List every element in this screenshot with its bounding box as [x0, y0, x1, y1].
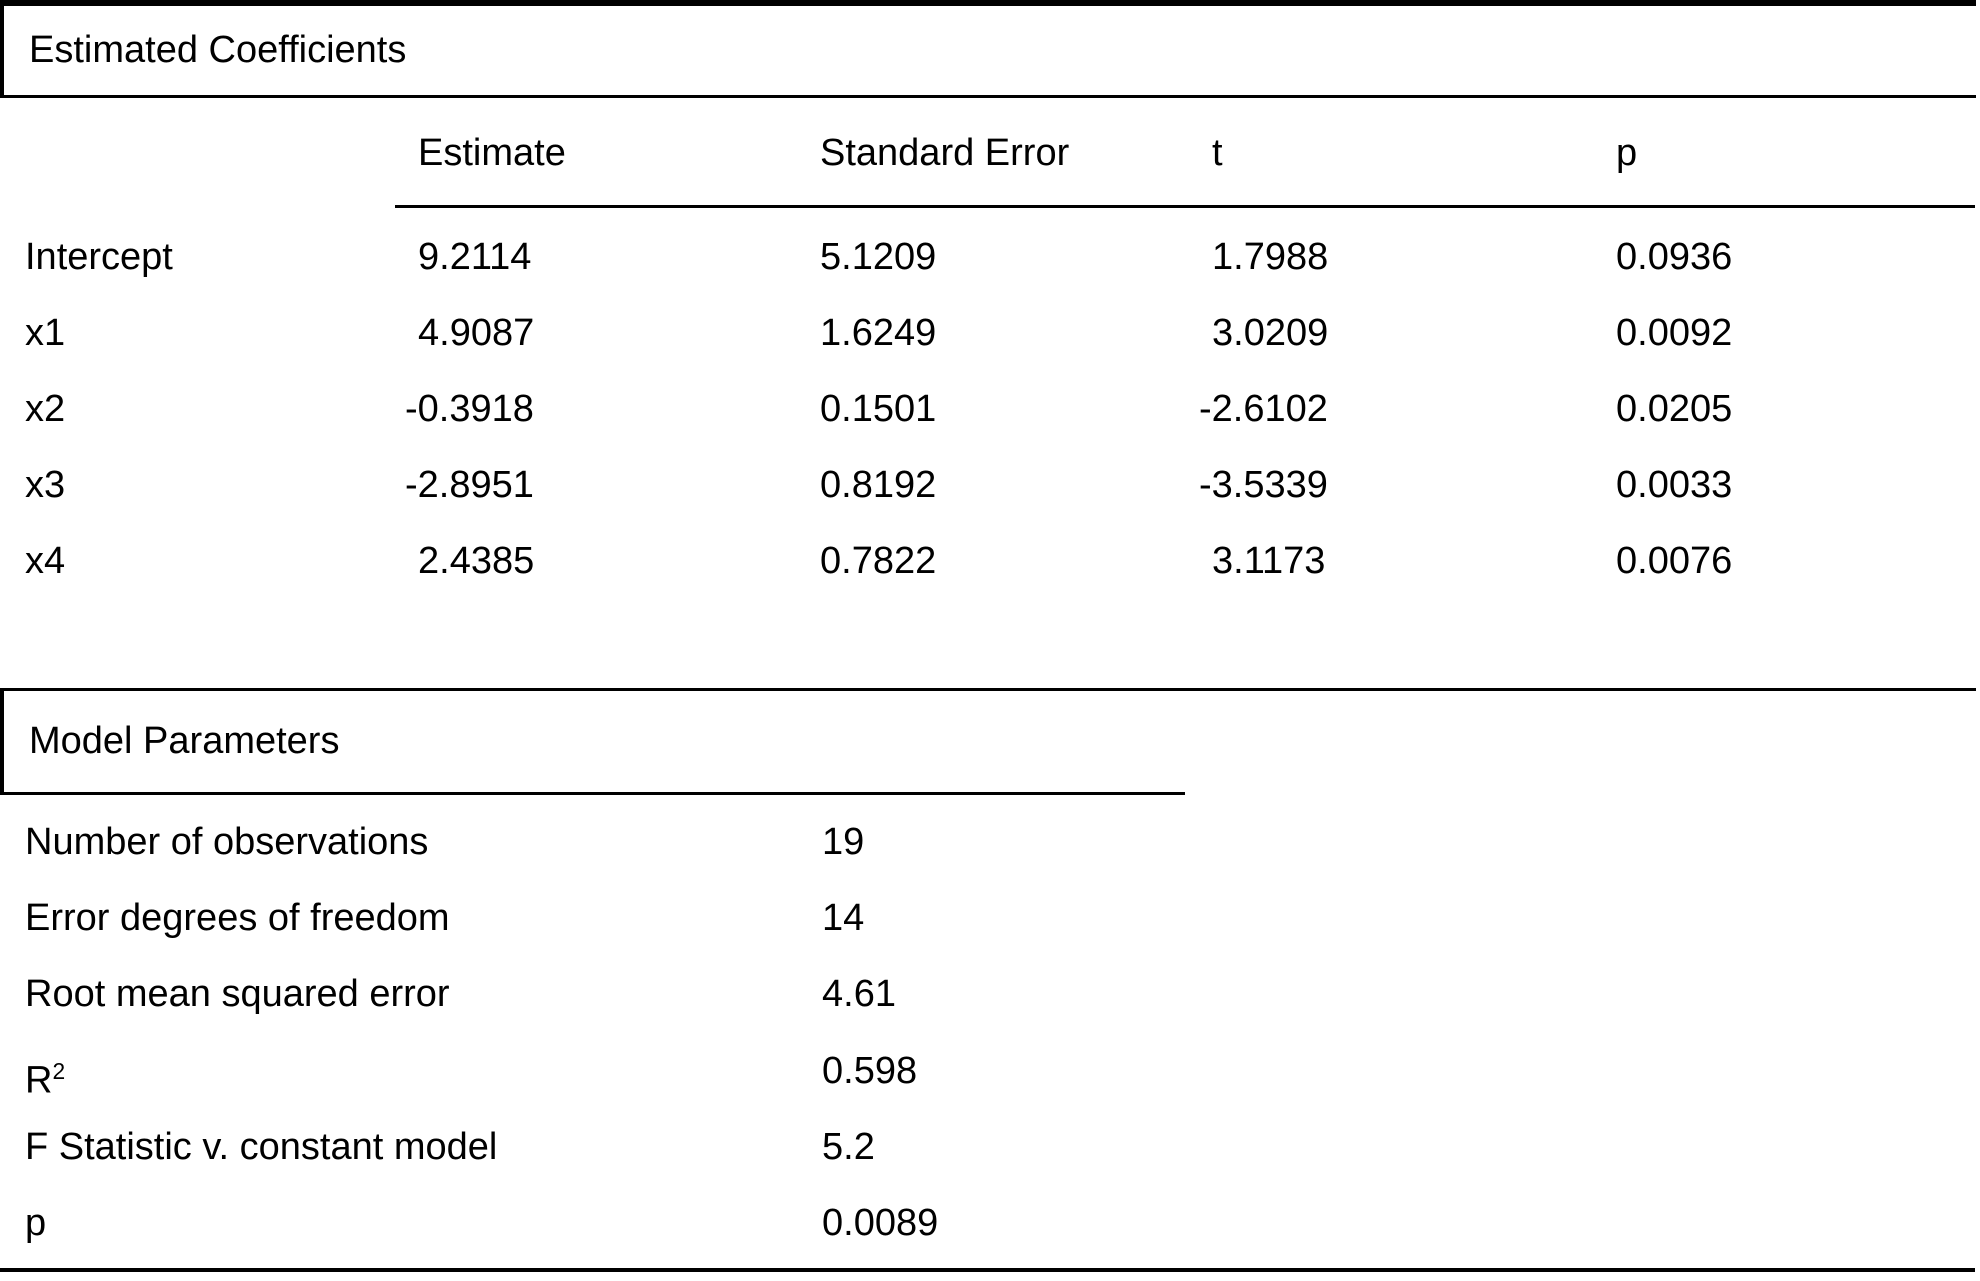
parameter-value: 4.61	[822, 973, 896, 1015]
parameter-label: Root mean squared error	[25, 973, 450, 1015]
t-value: -2.6102	[1199, 388, 1328, 430]
standard-error-value: 0.7822	[820, 540, 937, 582]
p-value: 0.0076	[1616, 540, 1733, 582]
parameter-row: Number of observations 19	[0, 822, 1980, 862]
parameter-value: 14	[822, 897, 865, 939]
parameter-value: 0.0089	[822, 1202, 939, 1244]
parameter-label: Error degrees of freedom	[25, 897, 450, 939]
parameter-label: Number of observations	[25, 821, 429, 863]
column-header-estimate: Estimate	[418, 132, 566, 174]
header-underline-rule	[395, 205, 1975, 208]
parameter-value: 19	[822, 821, 865, 863]
parameter-value: 0.598	[822, 1050, 918, 1092]
p-value: 0.0936	[1616, 236, 1733, 278]
row-label: x2	[25, 388, 66, 430]
table-row: x2 -0.3918 0.1501 -2.6102 0.0205	[0, 389, 1980, 429]
parameter-row: R2 0.598	[0, 1050, 1980, 1101]
table-row: x3 -2.8951 0.8192 -3.5339 0.0033	[0, 465, 1980, 505]
estimate-value: -2.8951	[405, 464, 534, 506]
coefficients-header-row: Estimate Standard Error t p	[0, 133, 1980, 173]
estimate-value: 2.4385	[418, 540, 535, 582]
r-squared-base: R	[25, 1059, 53, 1102]
parameter-label: p	[25, 1202, 47, 1244]
row-label: x1	[25, 312, 66, 354]
t-value: 3.0209	[1212, 312, 1329, 354]
r-squared-exponent: 2	[52, 1058, 66, 1084]
row-label: Intercept	[25, 236, 173, 278]
standard-error-value: 1.6249	[820, 312, 937, 354]
row-label: x3	[25, 464, 66, 506]
p-value: 0.0205	[1616, 388, 1733, 430]
estimate-value: -0.3918	[405, 388, 534, 430]
column-header-p: p	[1616, 132, 1638, 174]
bottom-rule	[0, 1268, 1975, 1272]
estimated-coefficients-title: Estimated Coefficients	[29, 29, 407, 71]
estimate-value: 9.2114	[418, 236, 532, 278]
parameter-label: F Statistic v. constant model	[25, 1126, 498, 1168]
standard-error-value: 0.1501	[820, 388, 937, 430]
t-value: -3.5339	[1199, 464, 1328, 506]
column-header-standard-error: Standard Error	[820, 132, 1070, 174]
table-row: Intercept 9.2114 5.1209 1.7988 0.0936	[0, 237, 1980, 277]
parameter-row: Root mean squared error 4.61	[0, 974, 1980, 1014]
model-parameters-underline-rule	[0, 792, 1185, 795]
parameter-row: p 0.0089	[0, 1203, 1980, 1243]
standard-error-value: 5.1209	[820, 236, 937, 278]
model-parameters-title-box: Model Parameters	[0, 688, 1976, 792]
parameter-value: 5.2	[822, 1126, 875, 1168]
p-value: 0.0092	[1616, 312, 1733, 354]
standard-error-value: 0.8192	[820, 464, 937, 506]
row-label: x4	[25, 540, 66, 582]
column-header-t: t	[1212, 132, 1223, 174]
parameter-row: F Statistic v. constant model 5.2	[0, 1127, 1980, 1167]
table-row: x1 4.9087 1.6249 3.0209 0.0092	[0, 313, 1980, 353]
parameter-row: Error degrees of freedom 14	[0, 898, 1980, 938]
model-parameters-title: Model Parameters	[29, 720, 340, 762]
p-value: 0.0033	[1616, 464, 1733, 506]
estimate-value: 4.9087	[418, 312, 535, 354]
t-value: 3.1173	[1212, 540, 1326, 582]
t-value: 1.7988	[1212, 236, 1329, 278]
estimated-coefficients-title-box: Estimated Coefficients	[0, 0, 1976, 98]
table-row: x4 2.4385 0.7822 3.1173 0.0076	[0, 541, 1980, 581]
parameter-label-r-squared: R2	[25, 1051, 65, 1101]
